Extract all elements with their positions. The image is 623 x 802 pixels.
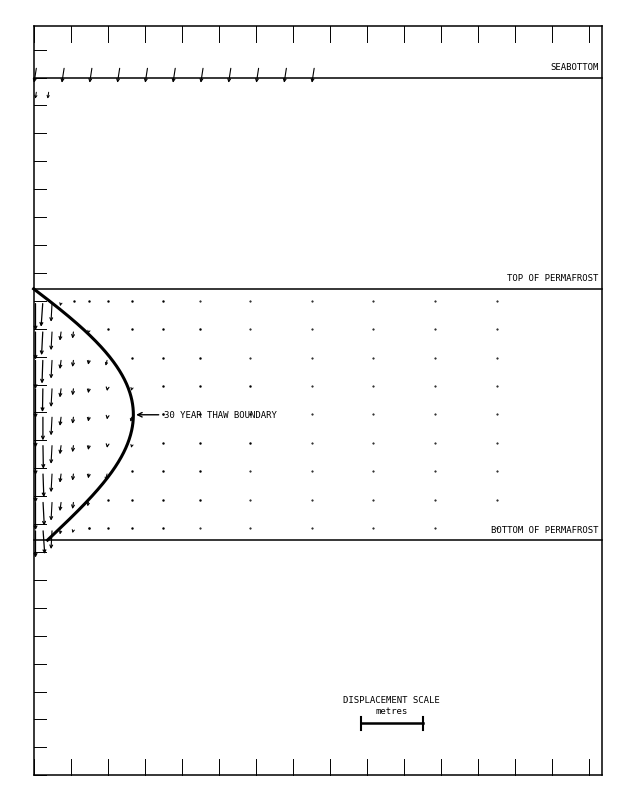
Text: SEABOTTOM: SEABOTTOM [550,63,599,72]
Text: BOTTOM OF PERMAFROST: BOTTOM OF PERMAFROST [491,525,599,534]
Text: metres: metres [376,707,408,715]
Text: DISPLACEMENT SCALE: DISPLACEMENT SCALE [343,695,440,703]
Text: 30 YEAR THAW BOUNDARY: 30 YEAR THAW BOUNDARY [138,411,277,419]
Text: TOP OF PERMAFROST: TOP OF PERMAFROST [507,274,599,283]
